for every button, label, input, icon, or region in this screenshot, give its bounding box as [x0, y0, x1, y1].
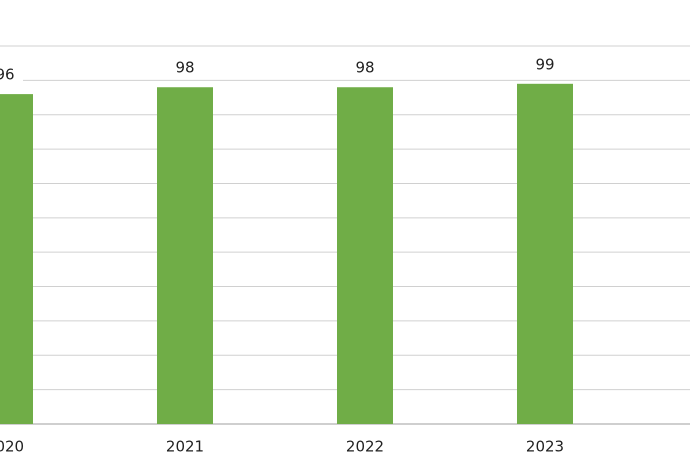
- data-label-bg: [347, 57, 383, 80]
- bar: [0, 94, 33, 424]
- data-label: 98: [355, 59, 374, 77]
- data-label-bg: [0, 64, 23, 87]
- x-tick-label: 2020: [0, 438, 24, 456]
- data-label: 98: [175, 59, 194, 77]
- bar: [157, 87, 213, 425]
- bar: [337, 87, 393, 425]
- x-tick-label: 2021: [166, 438, 204, 456]
- data-label: 96: [0, 66, 15, 84]
- bar: [517, 83, 573, 425]
- data-label: 99: [535, 55, 554, 73]
- data-label-bg: [167, 57, 203, 80]
- x-tick-label: 2022: [346, 438, 384, 456]
- data-label-bg: [527, 53, 563, 76]
- x-tick-label: 2023: [526, 438, 564, 456]
